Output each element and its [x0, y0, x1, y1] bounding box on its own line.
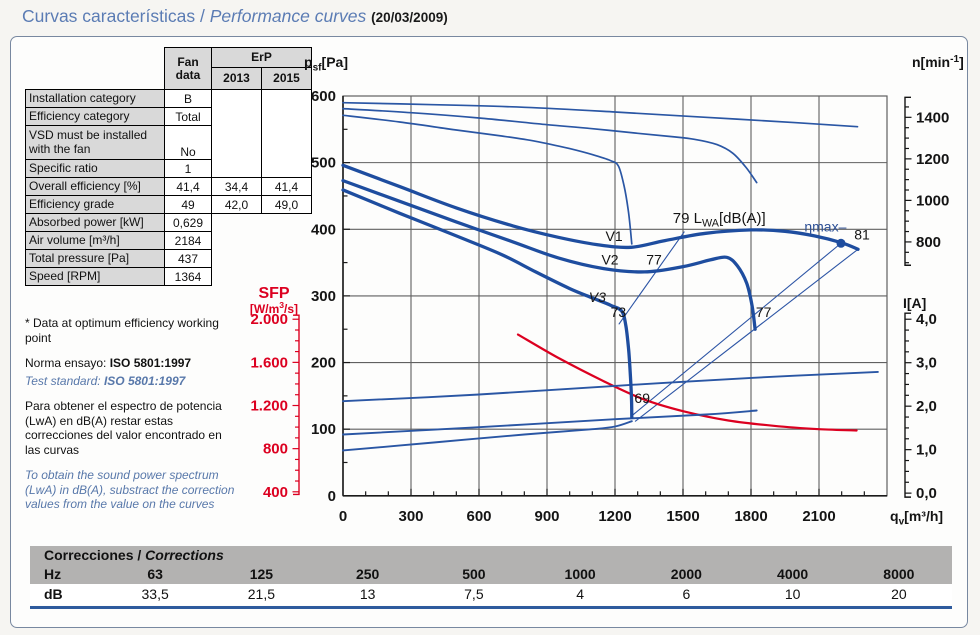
- chart-curve-speed-n-V3: [342, 114, 633, 245]
- performance-chart: 0 300 600 900 1200 1500 1800 2100 qv[m³/h] 0 100 20…: [250, 54, 964, 528]
- x-tick-label: 1500: [666, 508, 699, 525]
- y-tick-label: 400: [311, 221, 336, 238]
- n-axis-tick-label: 1200: [916, 151, 949, 168]
- chart-point-label: 81: [854, 227, 870, 243]
- x-tick-label: 300: [398, 508, 423, 525]
- chart-point-label: 77: [756, 304, 772, 320]
- y-tick-label: 0: [328, 488, 336, 505]
- chart-curve-speed-n-V2: [342, 107, 758, 184]
- chart-point-label: 79 LWA[dB(A)]: [673, 210, 766, 230]
- y-tick-label: 200: [311, 355, 336, 372]
- chart-curve-current-I-V1: [342, 370, 879, 403]
- note-corrections-en: To obtain the sound power spectrum (LwA)…: [25, 468, 235, 511]
- x-tick-label: 2100: [802, 508, 835, 525]
- sfp-axis-tick-label: 400: [263, 484, 288, 501]
- y-tick-label: 300: [311, 288, 336, 305]
- title-date: (20/03/2009): [371, 10, 448, 25]
- erp-2015-empty-cell: [261, 89, 312, 178]
- corrections-db-row: dB 33,5 21,5 13 7,5 4 6 10 20: [30, 584, 952, 605]
- x-tick-label: 0: [339, 508, 347, 525]
- chart-curve-pressure-V1: [341, 163, 860, 251]
- chart-curve-pressure-V2: [341, 178, 757, 331]
- i-axis-tick-label: 0,0: [916, 485, 937, 502]
- chart-curve-iso-line-73-77-79: [618, 231, 685, 325]
- table-row: VSD must be installed with the fan No: [25, 125, 312, 160]
- chart-curve-current-I-V2: [342, 409, 758, 436]
- corrections-hz-row: Hz 63 125 250 500 1000 2000 4000 8000: [30, 565, 952, 584]
- erp-2013-header: 2013: [211, 67, 262, 90]
- title-es: Curvas características /: [22, 6, 210, 26]
- i-axis-bracket: [904, 312, 911, 498]
- chart-point-label: 73: [611, 304, 627, 320]
- sfp-axis-tick-label: 1.600: [250, 354, 288, 371]
- chart-point-label: V2: [601, 251, 618, 267]
- n-axis-tick-label: 800: [916, 234, 941, 251]
- fan-data-table: Fan data ErP 2013 2015 Installation categ…: [25, 47, 312, 286]
- n-axis-title: n[min-1]: [912, 54, 964, 70]
- table-row: Overall efficiency [%] 41,4 34,4 41,4: [25, 177, 312, 196]
- note-corrections-es: Para obtener el espectro de potencia (Lw…: [25, 399, 222, 457]
- x-axis-title: qv[m³/h]: [890, 508, 943, 528]
- chart-point-label: 77: [646, 251, 662, 267]
- n-axis-tick-label: 1000: [916, 192, 949, 209]
- chart-curve-pressure-V3: [341, 188, 634, 419]
- erp-2013-empty-cell: [211, 89, 262, 178]
- chart-point-label: 69: [634, 390, 650, 406]
- sfp-axis-tick-label: 2.000: [250, 311, 288, 328]
- chart-curve-sfp-curve: [516, 333, 858, 432]
- y-tick-label: 600: [311, 88, 336, 105]
- chart-point-label: ηmax–: [804, 219, 846, 235]
- x-tick-label: 1800: [734, 508, 767, 525]
- page-title: Curvas características / Performance cur…: [22, 6, 448, 27]
- i-axis-tick-label: 1,0: [916, 442, 937, 459]
- n-axis-bracket: [904, 96, 911, 266]
- sfp-axis-title: SFP: [258, 285, 289, 302]
- y-axis-title: psf[Pa]: [304, 54, 348, 74]
- chart-curve-current-I-V3: [342, 420, 633, 452]
- sfp-axis-bracket: [293, 314, 300, 496]
- corrections-underline: [30, 606, 952, 609]
- fan-data-header: Fan data: [164, 47, 212, 90]
- etamax-point: [836, 238, 846, 248]
- table-row: Installation category B: [25, 89, 312, 178]
- table-row: Efficiency category Total: [25, 107, 312, 126]
- n-axis-tick-label: 1400: [916, 109, 949, 126]
- corrections-title: Correcciones / Corrections: [30, 546, 952, 565]
- x-tick-label: 900: [534, 508, 559, 525]
- i-axis-title: I[A]: [903, 295, 926, 311]
- notes-block: * Data at optimum efficiency working poi…: [25, 316, 240, 523]
- table-row: Absorbed power [kW] 0,629: [25, 213, 312, 232]
- chart-curve-iso-line-69-77-81: [634, 248, 859, 422]
- chart-curve-speed-n-V1: [342, 101, 859, 128]
- i-axis-tick-label: 3,0: [916, 355, 937, 372]
- note-optimum: * Data at optimum efficiency working poi…: [25, 316, 219, 345]
- title-en: Performance curves: [209, 6, 372, 26]
- chart-point-label: V1: [606, 228, 623, 244]
- corrections-table: Correcciones / Corrections Hz 63 125 250…: [30, 546, 952, 609]
- note-norma: Norma ensayo: ISO 5801:1997: [25, 356, 192, 370]
- sfp-axis-unit: [W/m3/s]: [250, 300, 298, 316]
- note-test-standard: Test standard: ISO 5801:1997: [25, 373, 186, 388]
- table-corner-blank: [26, 48, 165, 90]
- sfp-axis-tick-label: 800: [263, 441, 288, 458]
- x-tick-label: 600: [466, 508, 491, 525]
- chart-point-label: V3: [589, 289, 606, 305]
- i-axis-tick-label: 2,0: [916, 398, 937, 415]
- y-tick-label: 100: [311, 421, 336, 438]
- y-tick-label: 500: [311, 155, 336, 172]
- chart-curve-iso-line-69-to-etamax: [631, 242, 842, 417]
- sfp-axis-tick-label: 1.200: [250, 398, 288, 415]
- table-row: Speed [RPM] 1364: [25, 267, 312, 286]
- i-axis-tick-label: 4,0: [916, 311, 937, 328]
- table-row: Air volume [m³/h] 2184: [25, 231, 312, 250]
- x-tick-label: 1200: [598, 508, 631, 525]
